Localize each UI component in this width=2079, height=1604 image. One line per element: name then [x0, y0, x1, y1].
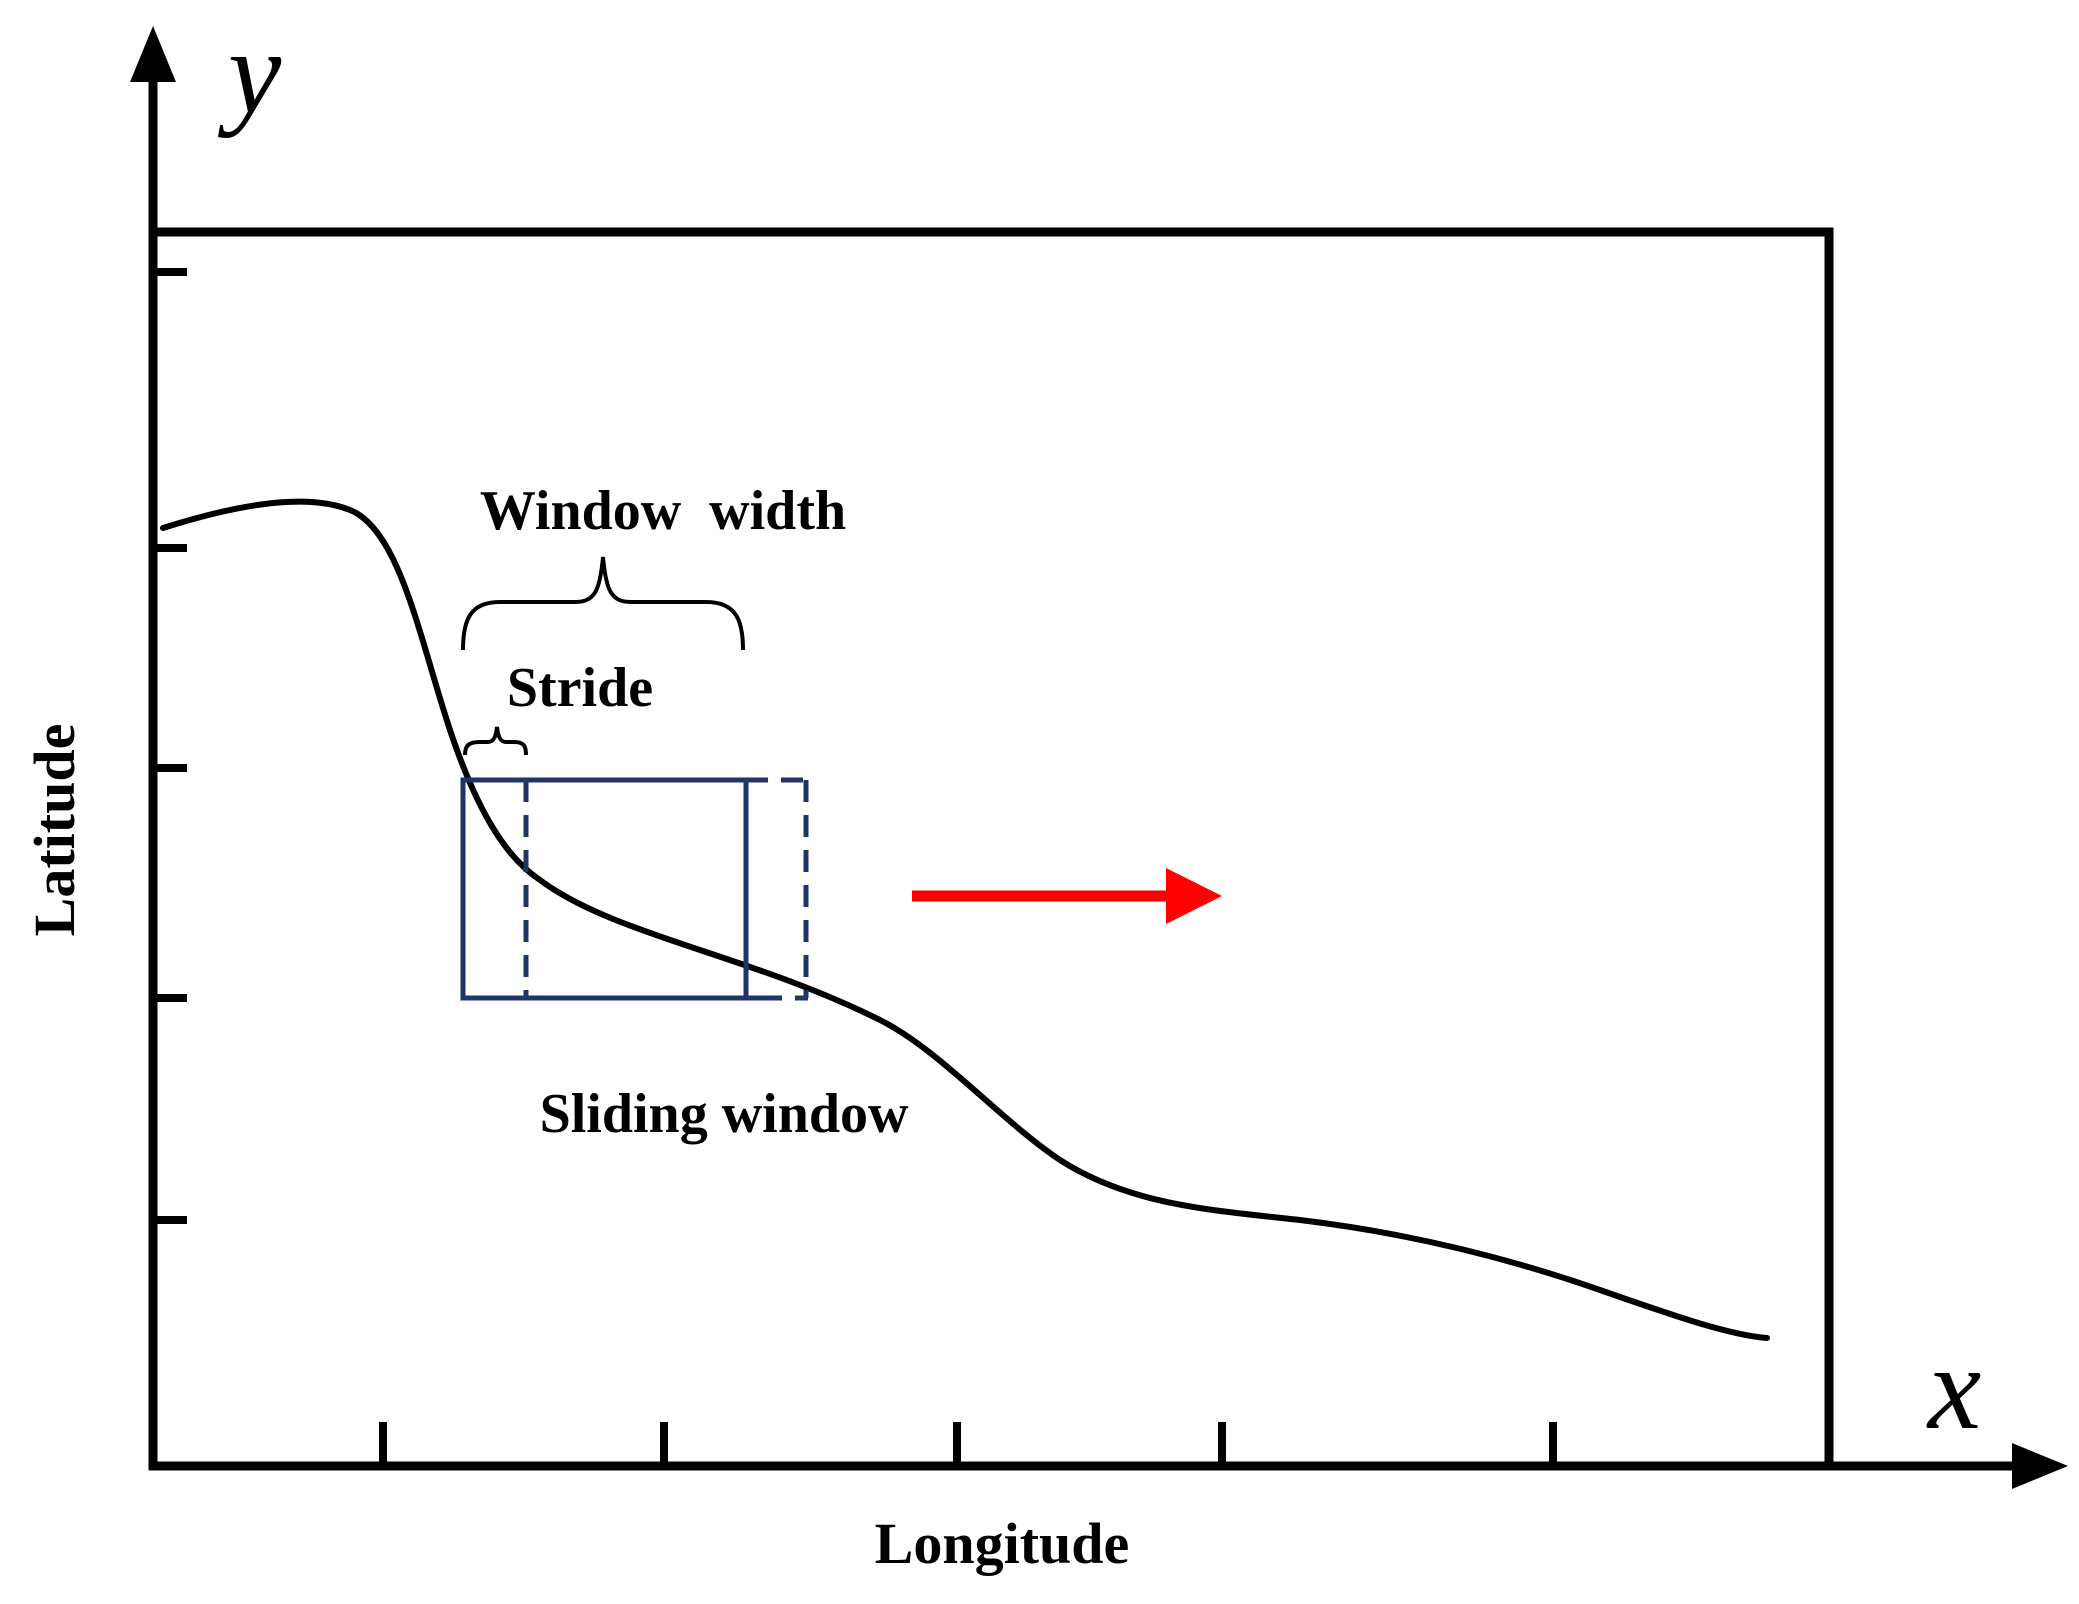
- plot-frame: [153, 227, 1834, 1466]
- x-axis-ticks: [379, 1422, 1557, 1466]
- sliding-window-label: Sliding window: [540, 1083, 909, 1145]
- x-axis-arrow-icon: [2012, 1443, 2068, 1489]
- x-axis-title: Longitude: [875, 1511, 1130, 1576]
- trajectory-curve: [160, 498, 1770, 1341]
- y-axis-letter: y: [217, 5, 282, 138]
- y-axis-arrow-icon: [130, 26, 176, 82]
- right-arrow-icon: [912, 868, 1222, 924]
- y-axis-ticks: [153, 268, 187, 1224]
- sliding-window-box: [460, 777, 749, 1001]
- stride-label: Stride: [507, 657, 653, 719]
- x-axis-letter: x: [1926, 1321, 1981, 1454]
- window-width-label: Window width: [480, 480, 846, 542]
- window-width-brace-icon: [461, 556, 745, 651]
- y-axis-title: Latitude: [22, 724, 87, 937]
- stride-brace-icon: [463, 726, 528, 756]
